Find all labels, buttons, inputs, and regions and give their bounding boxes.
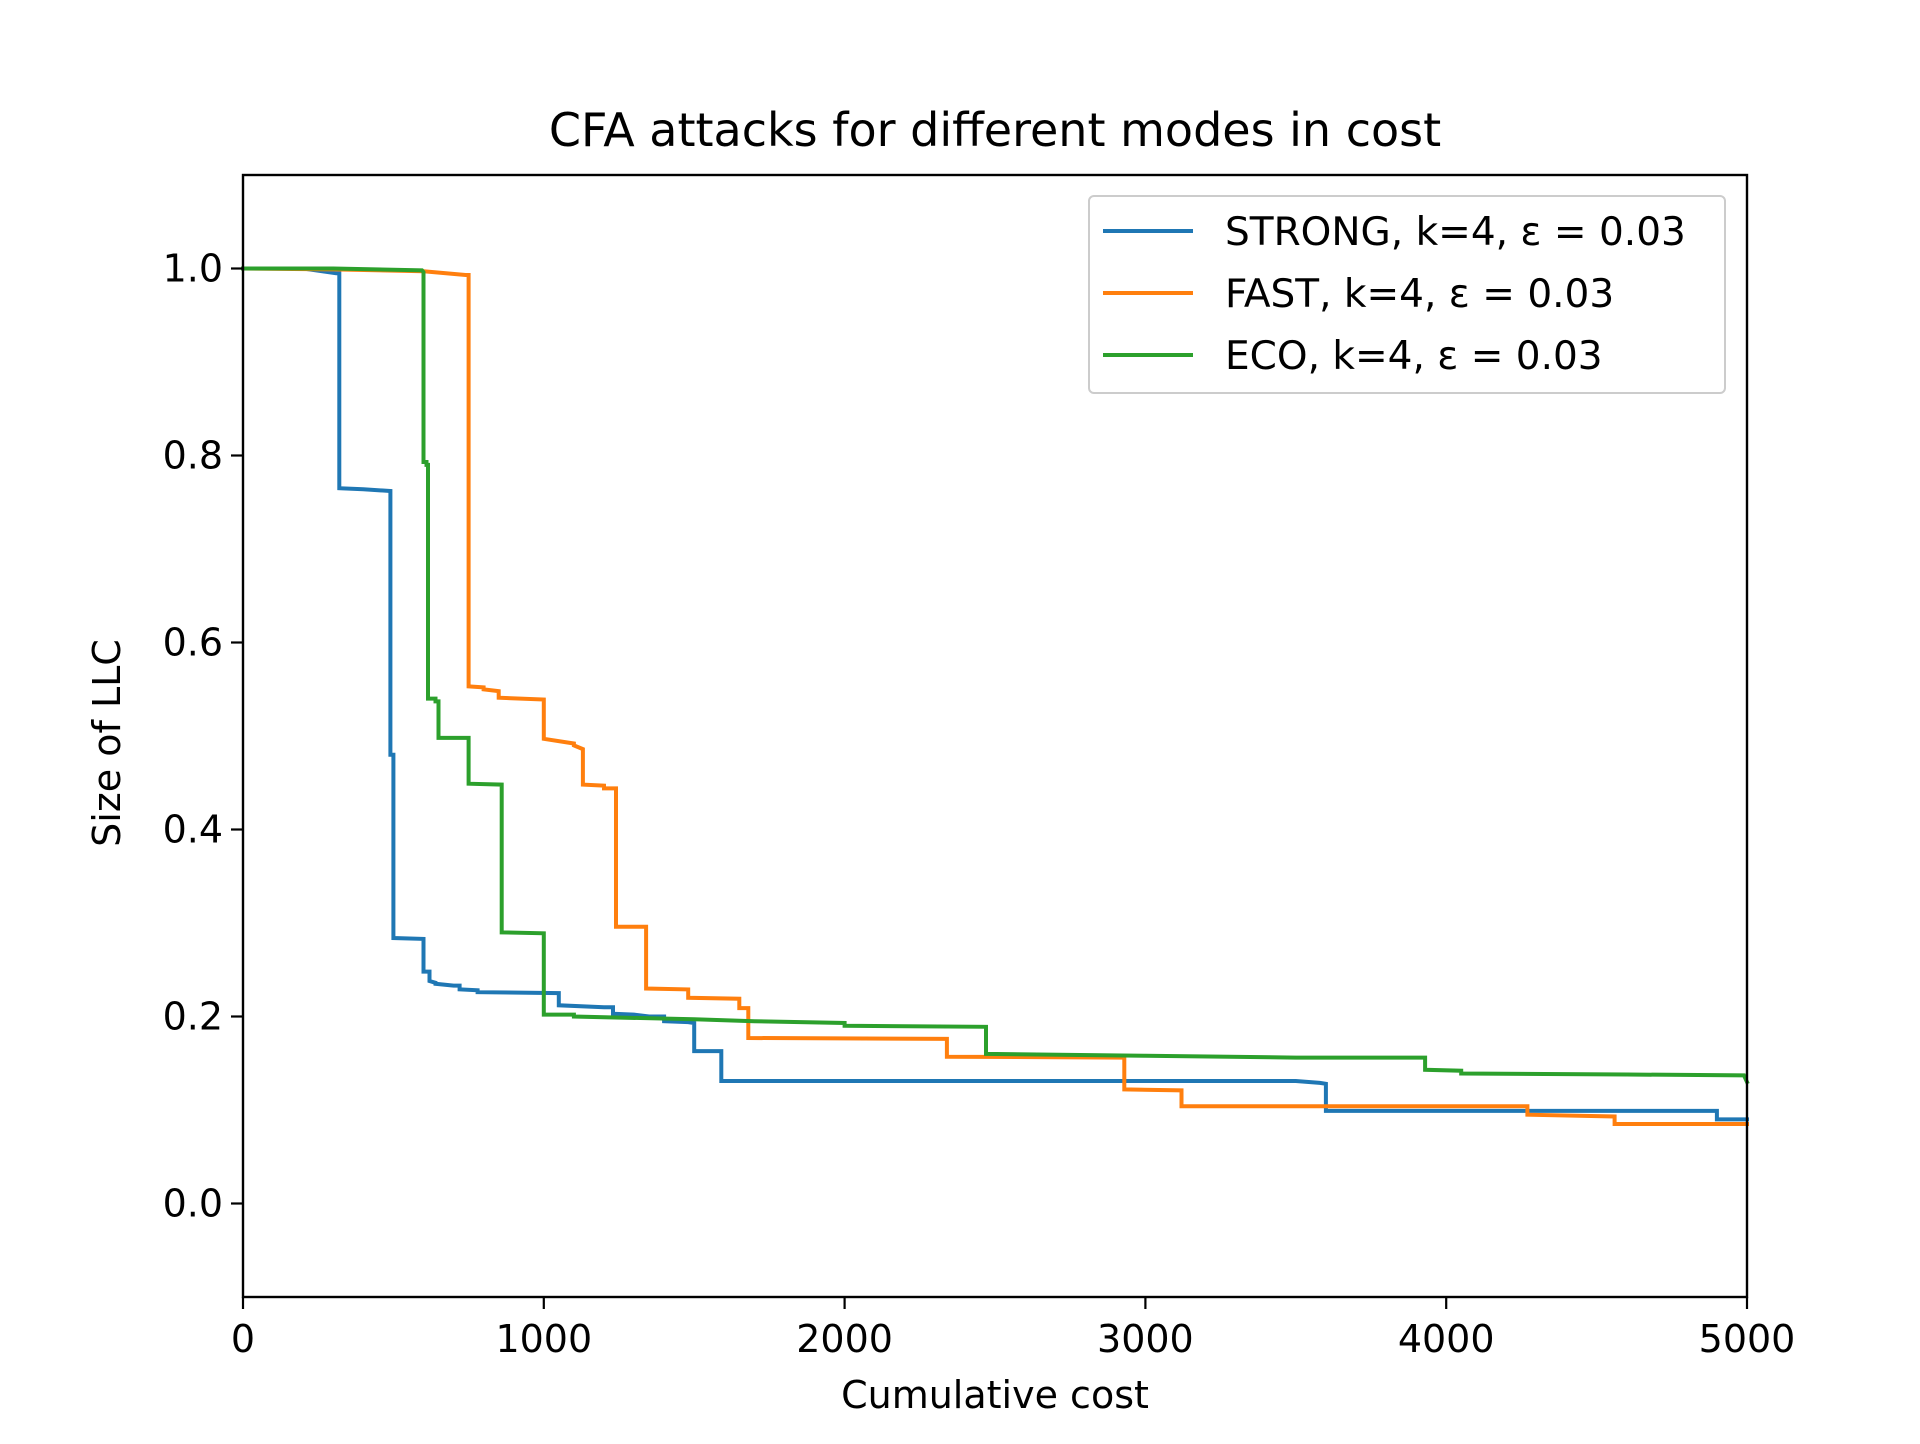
y-tick-label: 0.2 bbox=[163, 995, 223, 1039]
legend-label-1: FAST, k=4, ε = 0.03 bbox=[1225, 272, 1614, 317]
legend-label-0: STRONG, k=4, ε = 0.03 bbox=[1225, 210, 1686, 255]
y-axis-label: Size of LLC bbox=[85, 639, 129, 847]
series-line-1 bbox=[240, 266, 1749, 1126]
x-tick-label: 1000 bbox=[495, 1317, 592, 1361]
axes-layer: 0 1000 2000 3000 4000 5000 0.0 0.2 0.4 0.6 0.8 1.0 bbox=[163, 173, 1796, 1361]
x-tick-label: 2000 bbox=[796, 1317, 893, 1361]
series-line-0 bbox=[241, 266, 1749, 1122]
y-tick-label: 0.4 bbox=[163, 808, 223, 852]
chart-title: CFA attacks for different modes in cost bbox=[549, 103, 1441, 157]
x-tick-label: 3000 bbox=[1097, 1317, 1194, 1361]
text-layer: CFA attacks for different modes in cost … bbox=[85, 103, 1441, 1417]
x-tick-label: 5000 bbox=[1699, 1317, 1796, 1361]
plot-frame bbox=[241, 173, 1749, 1299]
series-line-2 bbox=[241, 266, 1750, 1085]
y-tick-label: 0.0 bbox=[163, 1182, 223, 1226]
x-tick-label: 4000 bbox=[1398, 1317, 1495, 1361]
series-layer bbox=[240, 266, 1750, 1126]
y-tick-label: 0.6 bbox=[163, 621, 223, 665]
legend-label-2: ECO, k=4, ε = 0.03 bbox=[1225, 334, 1603, 379]
x-tick-label: 0 bbox=[231, 1317, 255, 1361]
y-tick-label: 1.0 bbox=[163, 247, 223, 291]
legend: STRONG, k=4, ε = 0.03 FAST, k=4, ε = 0.03… bbox=[1088, 195, 1726, 394]
x-axis-label: Cumulative cost bbox=[841, 1373, 1149, 1417]
y-tick-label: 0.8 bbox=[163, 434, 223, 478]
legend-box bbox=[1088, 195, 1726, 394]
